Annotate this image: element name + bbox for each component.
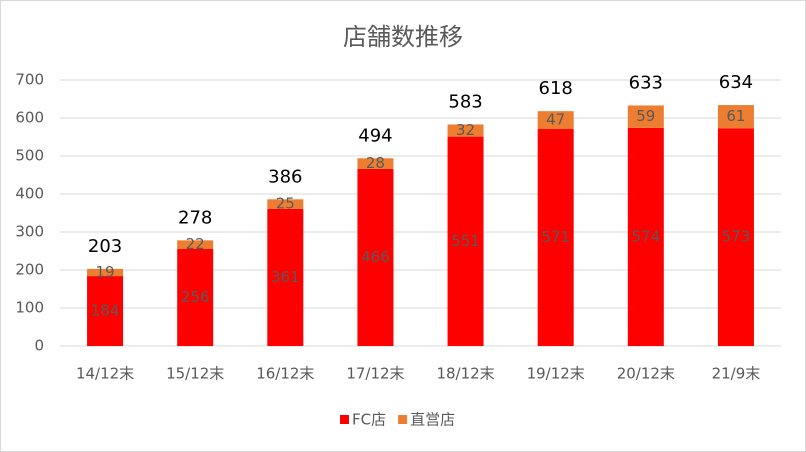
y-tick-label: 300 — [15, 223, 44, 241]
bar-segment — [177, 240, 214, 249]
data-label: 361 — [271, 268, 300, 286]
bar-segment — [717, 105, 754, 129]
bar-segment — [357, 158, 394, 169]
y-tick-label: 100 — [15, 299, 44, 317]
bar-segment — [447, 124, 484, 137]
data-label: 25 — [276, 195, 295, 213]
total-label: 203 — [88, 236, 122, 257]
x-tick-label: 15/12末 — [166, 365, 224, 383]
bar-segment — [177, 248, 214, 346]
legend-label: 直営店 — [410, 411, 455, 429]
bar-segment — [627, 127, 664, 346]
bar-segment — [267, 199, 304, 209]
bar-segment — [537, 129, 574, 346]
data-label: 574 — [631, 227, 660, 245]
total-label: 634 — [719, 72, 753, 93]
data-label: 184 — [91, 302, 120, 320]
total-label: 278 — [178, 207, 212, 228]
data-label: 19 — [96, 263, 115, 281]
y-tick-label: 200 — [15, 261, 44, 279]
data-label: 47 — [546, 111, 565, 129]
legend-label: FC店 — [352, 411, 386, 429]
x-tick-label: 20/12末 — [617, 365, 675, 383]
y-tick-label: 500 — [15, 147, 44, 165]
data-label: 22 — [186, 235, 205, 253]
total-label: 618 — [539, 78, 573, 99]
x-tick-label: 18/12末 — [436, 365, 494, 383]
bar-segment — [447, 136, 484, 346]
y-tick-label: 600 — [15, 109, 44, 127]
y-tick-label: 0 — [34, 337, 44, 355]
data-label: 573 — [722, 228, 751, 246]
data-label: 551 — [451, 232, 480, 250]
legend-swatch — [398, 415, 408, 424]
bar-segment — [357, 168, 394, 346]
bar-segment — [717, 128, 754, 346]
data-label: 32 — [456, 121, 475, 139]
bar-segment — [87, 268, 124, 277]
data-label: 61 — [726, 107, 745, 125]
x-tick-label: 19/12末 — [527, 365, 585, 383]
total-label: 633 — [629, 72, 663, 93]
bar-segment — [627, 105, 664, 128]
data-label: 256 — [181, 288, 210, 306]
x-tick-label: 14/12末 — [76, 365, 134, 383]
bar-segment — [537, 111, 574, 130]
y-tick-label: 700 — [15, 71, 44, 89]
total-label: 386 — [268, 166, 302, 187]
total-label: 494 — [358, 125, 392, 146]
bar-segment — [87, 276, 124, 346]
x-tick-label: 21/9末 — [712, 365, 761, 383]
data-label: 59 — [636, 107, 655, 125]
data-label: 571 — [541, 228, 570, 246]
y-tick-label: 400 — [15, 185, 44, 203]
x-tick-label: 17/12末 — [346, 365, 404, 383]
bar-segment — [267, 208, 304, 346]
legend-swatch — [340, 415, 349, 424]
data-label: 466 — [361, 248, 390, 266]
total-label: 583 — [448, 91, 482, 112]
chart-title: 店舗数推移 — [343, 23, 463, 51]
data-label: 28 — [366, 154, 385, 172]
x-tick-label: 16/12末 — [256, 365, 314, 383]
